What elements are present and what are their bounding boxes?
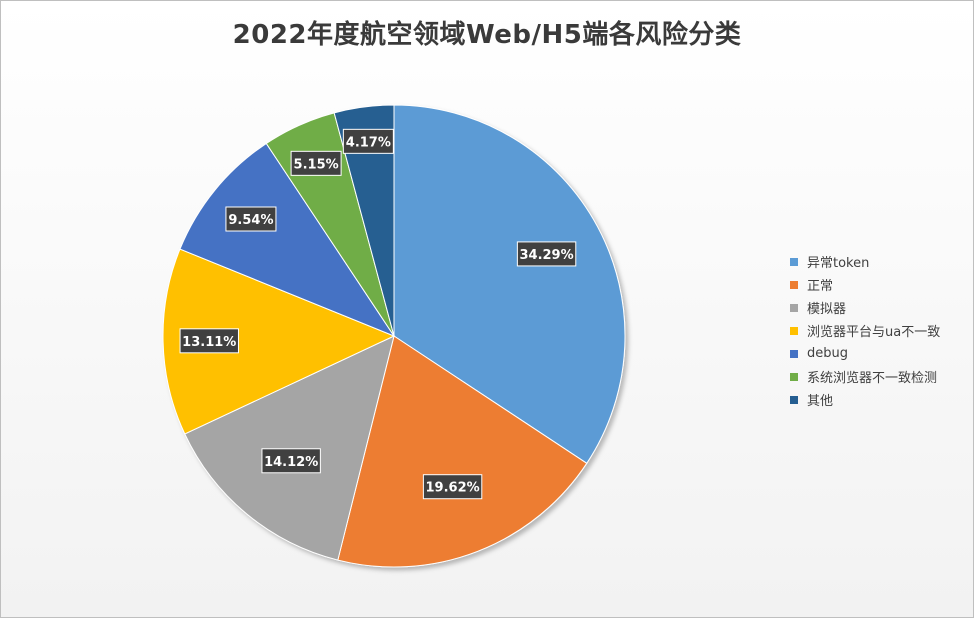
data-label-0: 34.29%	[516, 241, 577, 267]
data-label-1: 19.62%	[422, 474, 483, 500]
legend-swatch	[790, 372, 798, 381]
svg-text:9.54%: 9.54%	[228, 213, 273, 228]
svg-text:14.12%: 14.12%	[264, 455, 318, 470]
chart-title: 2022年度航空领域Web/H5端各风险分类	[232, 20, 742, 50]
svg-text:34.29%: 34.29%	[519, 248, 573, 263]
data-label-5: 5.15%	[290, 150, 342, 176]
legend-swatch	[790, 349, 798, 358]
legend-label: 正常	[807, 279, 834, 294]
svg-text:4.17%: 4.17%	[346, 135, 391, 150]
pie-slice-4	[179, 142, 396, 338]
data-label-6: 4.17%	[342, 128, 394, 154]
data-label-3: 13.11%	[179, 328, 239, 354]
legend-item: 模拟器	[790, 296, 940, 319]
data-label-4: 9.54%	[225, 206, 277, 232]
legend-swatch	[790, 280, 798, 289]
legend-label: 异常token	[807, 256, 870, 271]
svg-text:13.11%: 13.11%	[182, 335, 236, 350]
legend-label: 系统浏览器不一致检测	[807, 371, 938, 386]
legend-label: 其他	[807, 394, 834, 409]
svg-text:5.15%: 5.15%	[294, 157, 339, 172]
legend-item: 异常token	[790, 250, 940, 273]
legend-swatch	[790, 303, 798, 312]
pie-slice-3	[162, 248, 396, 435]
pie-slice-6	[333, 104, 395, 337]
legend-item: 系统浏览器不一致检测	[790, 365, 940, 388]
legend-item: 其他	[790, 388, 940, 411]
pie-slice-1	[337, 335, 588, 568]
legend-label: debug	[807, 346, 848, 361]
legend-item: debug	[790, 342, 940, 365]
legend-swatch	[790, 395, 798, 404]
legend-swatch	[790, 326, 798, 335]
legend-label: 模拟器	[807, 302, 847, 317]
data-label-2: 14.12%	[261, 448, 321, 474]
legend-swatch	[790, 257, 798, 266]
svg-text:19.62%: 19.62%	[426, 481, 480, 496]
legend-item: 浏览器平台与ua不一致	[790, 319, 940, 342]
pie-slice-2	[184, 335, 395, 561]
legend-item: 正常	[790, 273, 940, 296]
chart-legend: 异常token 正常模拟器浏览器平台与ua不一致 debug 系统浏览器不一致检测 其他	[790, 250, 940, 411]
legend-label: 浏览器平台与ua不一致	[807, 325, 941, 340]
